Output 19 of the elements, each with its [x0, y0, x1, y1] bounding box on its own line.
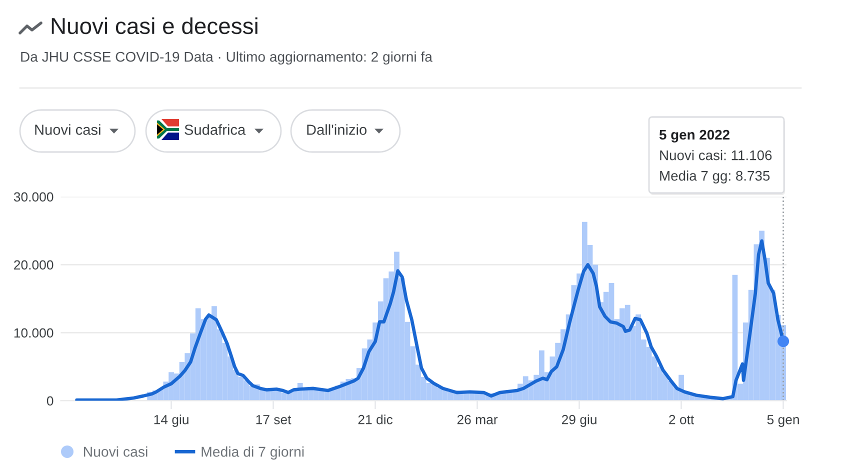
y-tick-label: 20.000: [14, 260, 54, 270]
x-tick-label: 2 ott: [669, 414, 694, 424]
x-tick-label: 26 mar: [457, 414, 498, 424]
chart-subtitle: Da JHU CSSE COVID-19 Data · Ultimo aggiornamento: 2 giorni fa: [21, 51, 432, 65]
y-tick-label: 0: [46, 396, 54, 406]
text: Sudafrica: [184, 124, 246, 135]
x-tick-label: 29 giu: [562, 414, 596, 427]
legend-label: Nuovi casi: [84, 446, 148, 457]
text: 5 gen 2022 Nuovi casi: 11.106 Media 7 gg: 8.735: [659, 130, 772, 184]
chart-title: Nuovi casi e decessi: [52, 17, 258, 34]
x-tick-label: 14 giu: [154, 414, 188, 427]
text: Nuovi casi: [35, 124, 100, 135]
legend-label: Media di 7 giorni: [202, 446, 304, 460]
y-tick-label: 10.000: [14, 328, 54, 338]
x-tick-label: 21 dic: [358, 414, 393, 424]
x-tick-label: 17 set: [256, 415, 292, 424]
y-tick-label: 30.000: [14, 192, 54, 202]
x-tick-label: 5 gen: [767, 415, 799, 427]
text: Dall'inizio: [307, 124, 367, 135]
